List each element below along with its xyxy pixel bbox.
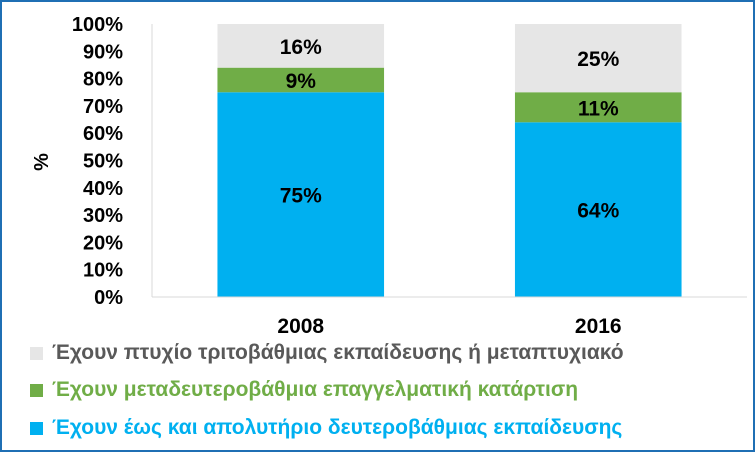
y-axis-title: %: [31, 153, 53, 171]
bars: 75% 9% 16% 64% 11% 25%: [217, 24, 682, 297]
x-axis: 2008 2016: [152, 296, 747, 338]
bar-segment: [514, 92, 682, 123]
legend-item-vocational: Έχουν μεταδευτεροβάθμια επαγγελματική κα…: [30, 378, 578, 402]
y-tick-label: 10%: [83, 260, 123, 282]
bar-segment: [217, 92, 385, 297]
bar-segment: [514, 122, 682, 297]
y-tick-label: 40%: [83, 178, 123, 200]
y-tick-label: 80%: [83, 69, 123, 91]
legend-swatch-tertiary: [30, 346, 43, 360]
legend-item-tertiary: Έχουν πτυχίο τριτοβάθμιας εκπαίδευσης ή …: [30, 341, 624, 365]
y-tick-label: 0%: [94, 287, 123, 309]
data-label: 9%: [286, 70, 317, 93]
y-tick-label: 70%: [83, 96, 123, 118]
legend-item-secondary: Έχουν έως και απολυτήριο δευτεροβάθμιας …: [30, 416, 622, 440]
y-tick-label: 20%: [83, 232, 123, 254]
y-tick-label: 90%: [83, 41, 123, 63]
data-label: 16%: [280, 36, 322, 59]
data-label: 11%: [578, 97, 619, 120]
y-axis: 0% 10% 20% 30% 40% 50% 60% 70% 80% 90% 100%: [72, 14, 153, 309]
bar-segment: [217, 67, 385, 93]
y-tick-label: 100%: [72, 14, 123, 36]
y-tick-label: 60%: [83, 123, 123, 145]
bar-segment: [514, 24, 682, 93]
x-tick-label: 2016: [575, 315, 622, 338]
data-label: 25%: [577, 48, 619, 71]
x-tick-label: 2008: [277, 315, 324, 338]
data-label: 64%: [577, 200, 619, 223]
data-label: 75%: [280, 185, 322, 208]
bar-segment: [217, 24, 385, 68]
legend-label-secondary: Έχουν έως και απολυτήριο δευτεροβάθμιας …: [52, 416, 623, 439]
legend-label-tertiary: Έχουν πτυχίο τριτοβάθμιας εκπαίδευσης ή …: [52, 341, 624, 364]
legend-label-vocational: Έχουν μεταδευτεροβάθμια επαγγελματική κα…: [52, 378, 579, 401]
y-tick-label: 30%: [83, 205, 123, 227]
legend-swatch-vocational: [30, 383, 43, 397]
legend-swatch-secondary: [30, 421, 43, 435]
y-tick-label: 50%: [83, 151, 123, 173]
